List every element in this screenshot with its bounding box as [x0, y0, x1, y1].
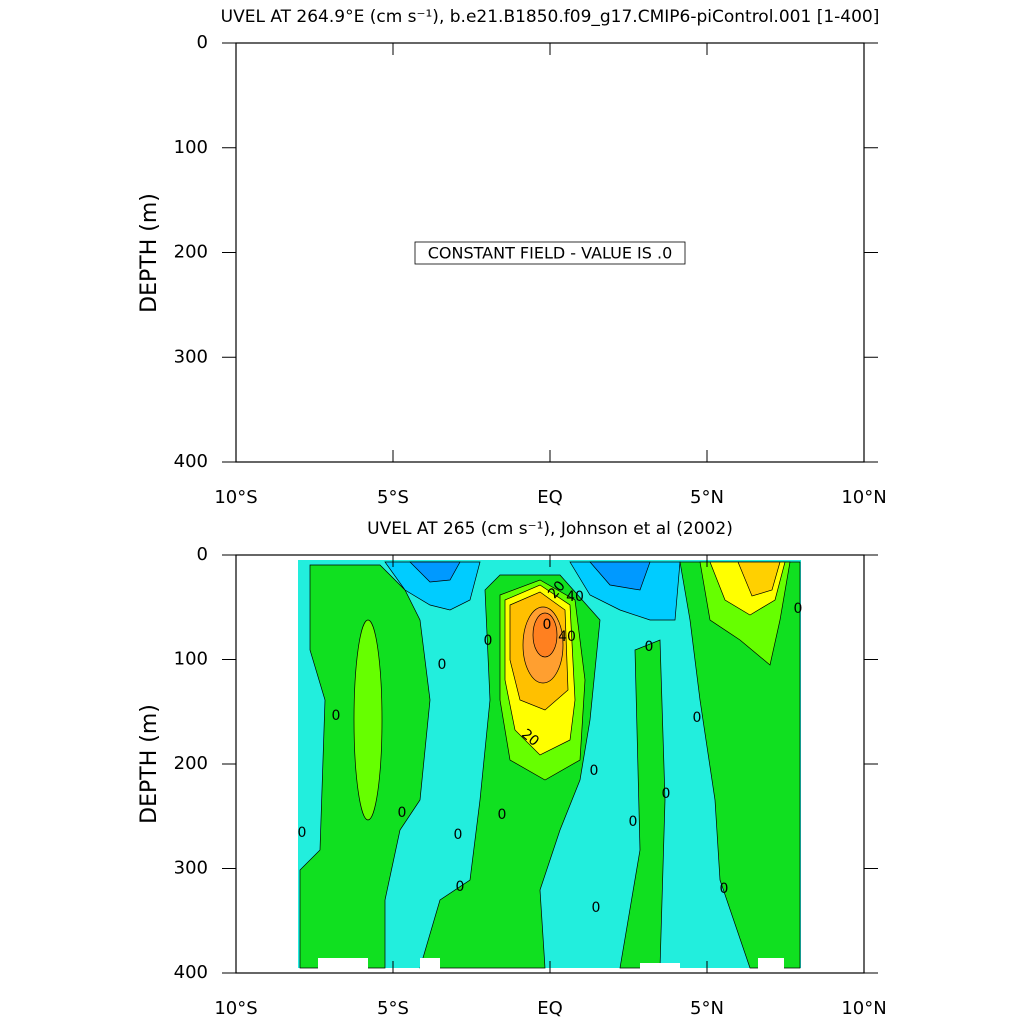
contour-label: 0: [720, 881, 729, 897]
x-tick-label: 5°N: [690, 998, 724, 1019]
contour-label: 0: [794, 601, 803, 617]
y-tick-label: 100: [174, 137, 208, 158]
y-tick-label: 100: [174, 649, 208, 670]
x-tick-label: 5°S: [377, 487, 409, 508]
x-tick-label: EQ: [537, 487, 563, 508]
contour-label: 0: [693, 710, 702, 726]
y-tick-label: 300: [174, 858, 208, 879]
contour-label: 0: [629, 814, 638, 830]
contour-label: 40: [566, 589, 584, 605]
contour-patch: [532, 612, 558, 658]
y-tick-label: 400: [174, 451, 208, 472]
contour-patch: [353, 619, 383, 821]
contour-label: 0: [438, 657, 447, 673]
missing-data: [640, 963, 680, 974]
y-tick-label: 400: [174, 962, 208, 983]
x-tick-label: 10°N: [841, 487, 886, 508]
missing-data: [420, 958, 440, 974]
y-axis-label: DEPTH (m): [137, 704, 162, 824]
contour-label: 0: [543, 617, 552, 633]
y-tick-label: 0: [197, 32, 208, 53]
x-tick-label: 5°S: [377, 998, 409, 1019]
chart-title: UVEL AT 264.9°E (cm s⁻¹), b.e21.B1850.f0…: [221, 7, 880, 27]
x-tick-label: 10°N: [841, 998, 886, 1019]
contour-label: 0: [498, 807, 507, 823]
contour-label: 40: [558, 629, 576, 645]
y-tick-label: 200: [174, 242, 208, 263]
chart-title: UVEL AT 265 (cm s⁻¹), Johnson et al (200…: [367, 519, 733, 539]
contour-patch: [589, 561, 651, 591]
contour-patch: [569, 561, 681, 621]
x-tick-label: 10°S: [214, 998, 257, 1019]
contour-label: 0: [332, 708, 341, 724]
y-tick-label: 300: [174, 346, 208, 367]
contour-label: 0: [645, 639, 654, 655]
x-tick-label: 10°S: [214, 487, 257, 508]
contour-patch: [384, 561, 481, 611]
contour-fill: [298, 560, 801, 974]
x-tick-label: EQ: [537, 998, 563, 1019]
contour-label: 0: [484, 633, 493, 649]
annotation-box: [414, 241, 686, 265]
contour-label: 0: [592, 900, 601, 916]
contour-label: 0: [456, 879, 465, 895]
missing-data: [318, 958, 368, 974]
contour-patch: [409, 561, 461, 583]
y-axis-label: DEPTH (m): [137, 193, 162, 313]
y-tick-label: 0: [197, 544, 208, 565]
contour-label: 0: [662, 786, 671, 802]
contour-label: 0: [398, 805, 407, 821]
contour-label: 0: [454, 827, 463, 843]
contour-label: 0: [590, 763, 599, 779]
y-tick-label: 200: [174, 753, 208, 774]
x-tick-label: 5°N: [690, 487, 724, 508]
annotation: CONSTANT FIELD - VALUE IS .0: [428, 244, 673, 263]
missing-data: [758, 958, 784, 974]
contour-label: 0: [298, 825, 307, 841]
contour-patch: [737, 561, 781, 597]
